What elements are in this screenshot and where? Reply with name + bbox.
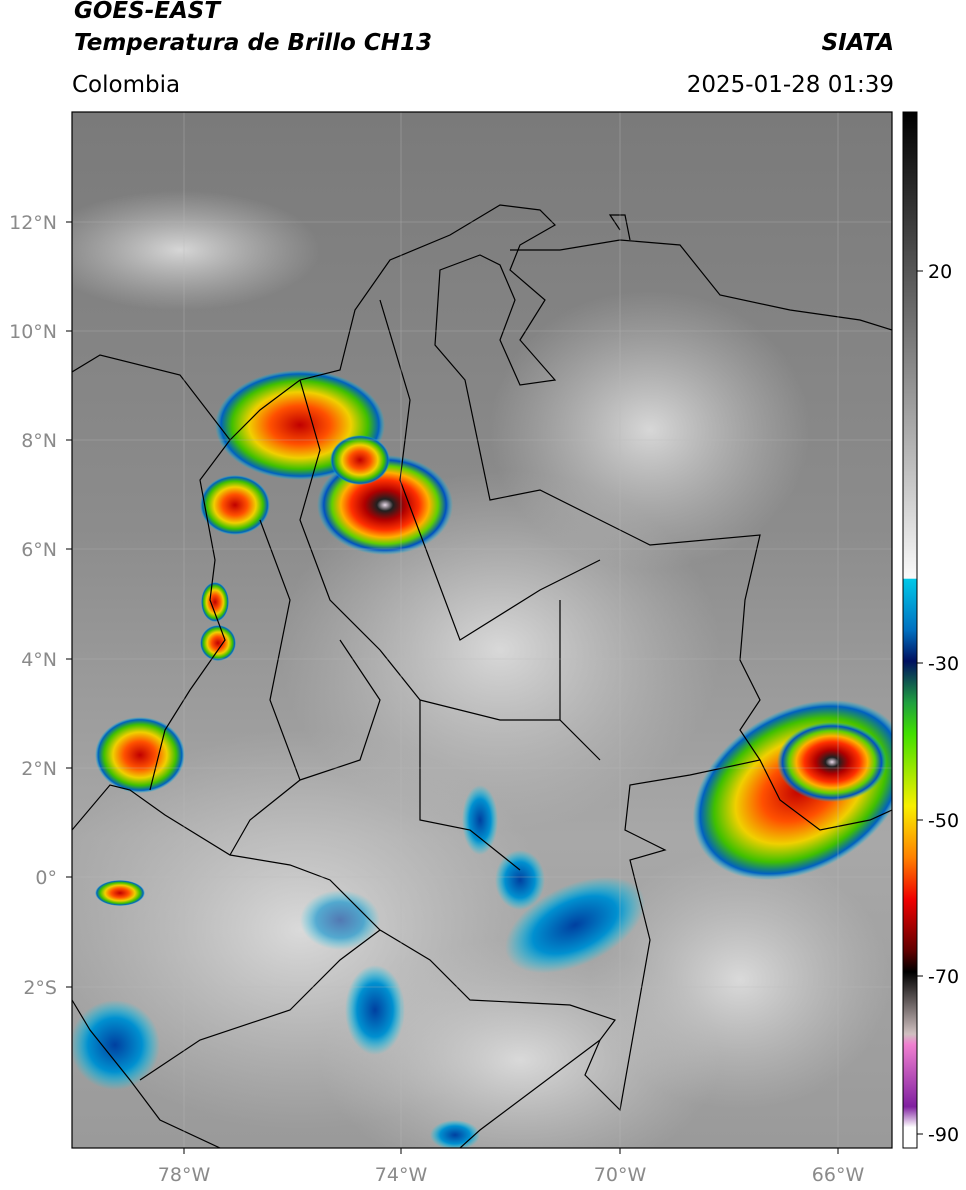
lat-label: 12°N	[9, 212, 57, 234]
lat-label: 8°N	[21, 430, 57, 452]
lat-label: 4°N	[21, 649, 57, 671]
lat-label: 6°N	[21, 539, 57, 561]
colorbar	[902, 111, 918, 1149]
agency: SIATA	[821, 30, 894, 56]
title-line: GOES-EAST	[74, 0, 221, 24]
lon-label: 78°W	[158, 1164, 211, 1186]
title-line: Temperatura de Brillo CH13	[74, 30, 432, 56]
colorbar-label: -50	[928, 810, 959, 832]
satellite-image	[72, 112, 892, 1148]
region: Colombia	[72, 72, 181, 98]
lon-label: 66°W	[812, 1164, 865, 1186]
datetime: 2025-01-28 01:39	[686, 72, 894, 98]
colorbar-label: -30	[928, 653, 959, 675]
map-frame	[71, 111, 893, 1149]
colorbar-label: -90	[928, 1124, 959, 1146]
colorbar-label: 20	[928, 261, 952, 283]
lat-label: 10°N	[9, 321, 57, 343]
lon-label: 74°W	[375, 1164, 428, 1186]
lat-label: 0°	[35, 867, 57, 889]
lat-label: 2°N	[21, 758, 57, 780]
lon-label: 70°W	[594, 1164, 647, 1186]
lat-label: 2°S	[23, 977, 57, 999]
colorbar-label: -70	[928, 966, 959, 988]
